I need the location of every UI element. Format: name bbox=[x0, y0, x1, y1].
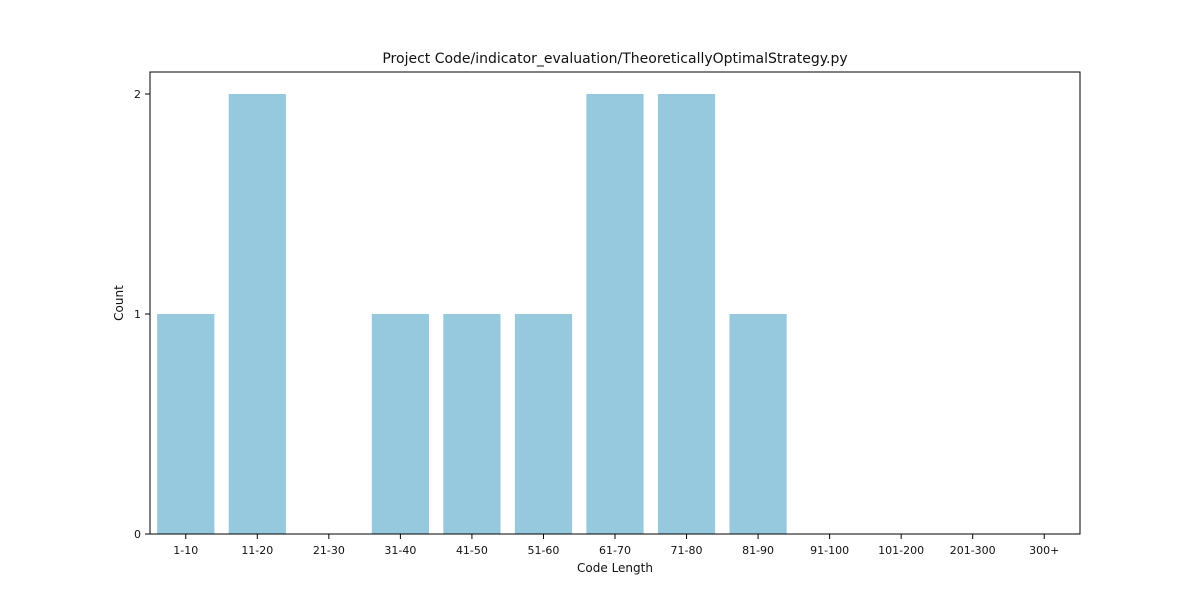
x-tick-label: 201-300 bbox=[950, 544, 996, 557]
y-axis-label: Count bbox=[112, 285, 126, 321]
bar-71-80 bbox=[657, 94, 716, 534]
bar-1-10 bbox=[157, 314, 215, 534]
x-tick-label: 91-100 bbox=[810, 544, 849, 557]
x-tick-label: 71-80 bbox=[671, 544, 703, 557]
x-tick-label: 31-40 bbox=[384, 544, 416, 557]
x-axis: 1-10 11-20 21-30 31-40 41-50 51-60 61-70 71-80 8… bbox=[173, 534, 1059, 557]
x-axis-label: Code Length bbox=[577, 561, 653, 575]
x-tick-label: 300+ bbox=[1029, 544, 1059, 557]
y-tick-label: 0 bbox=[134, 528, 141, 541]
x-tick-label: 1-10 bbox=[173, 544, 198, 557]
bar-81-90 bbox=[729, 314, 787, 534]
x-tick-label: 81-90 bbox=[742, 544, 774, 557]
bar-11-20 bbox=[228, 94, 286, 534]
x-tick-label: 61-70 bbox=[599, 544, 631, 557]
bar-61-70 bbox=[586, 94, 644, 534]
y-tick-label: 1 bbox=[134, 308, 141, 321]
bar-51-60 bbox=[514, 314, 573, 534]
bar-41-50 bbox=[443, 314, 501, 534]
bars-layer bbox=[157, 94, 787, 534]
x-tick-label: 21-30 bbox=[313, 544, 345, 557]
y-axis: 0 1 2 bbox=[134, 88, 150, 541]
x-tick-label: 41-50 bbox=[456, 544, 488, 557]
x-tick-label: 11-20 bbox=[241, 544, 273, 557]
y-tick-label: 2 bbox=[134, 88, 141, 101]
bar-31-40 bbox=[371, 314, 429, 534]
x-tick-label: 51-60 bbox=[527, 544, 559, 557]
chart-title: Project Code/indicator_evaluation/Theore… bbox=[382, 51, 847, 67]
x-tick-label: 101-200 bbox=[878, 544, 924, 557]
